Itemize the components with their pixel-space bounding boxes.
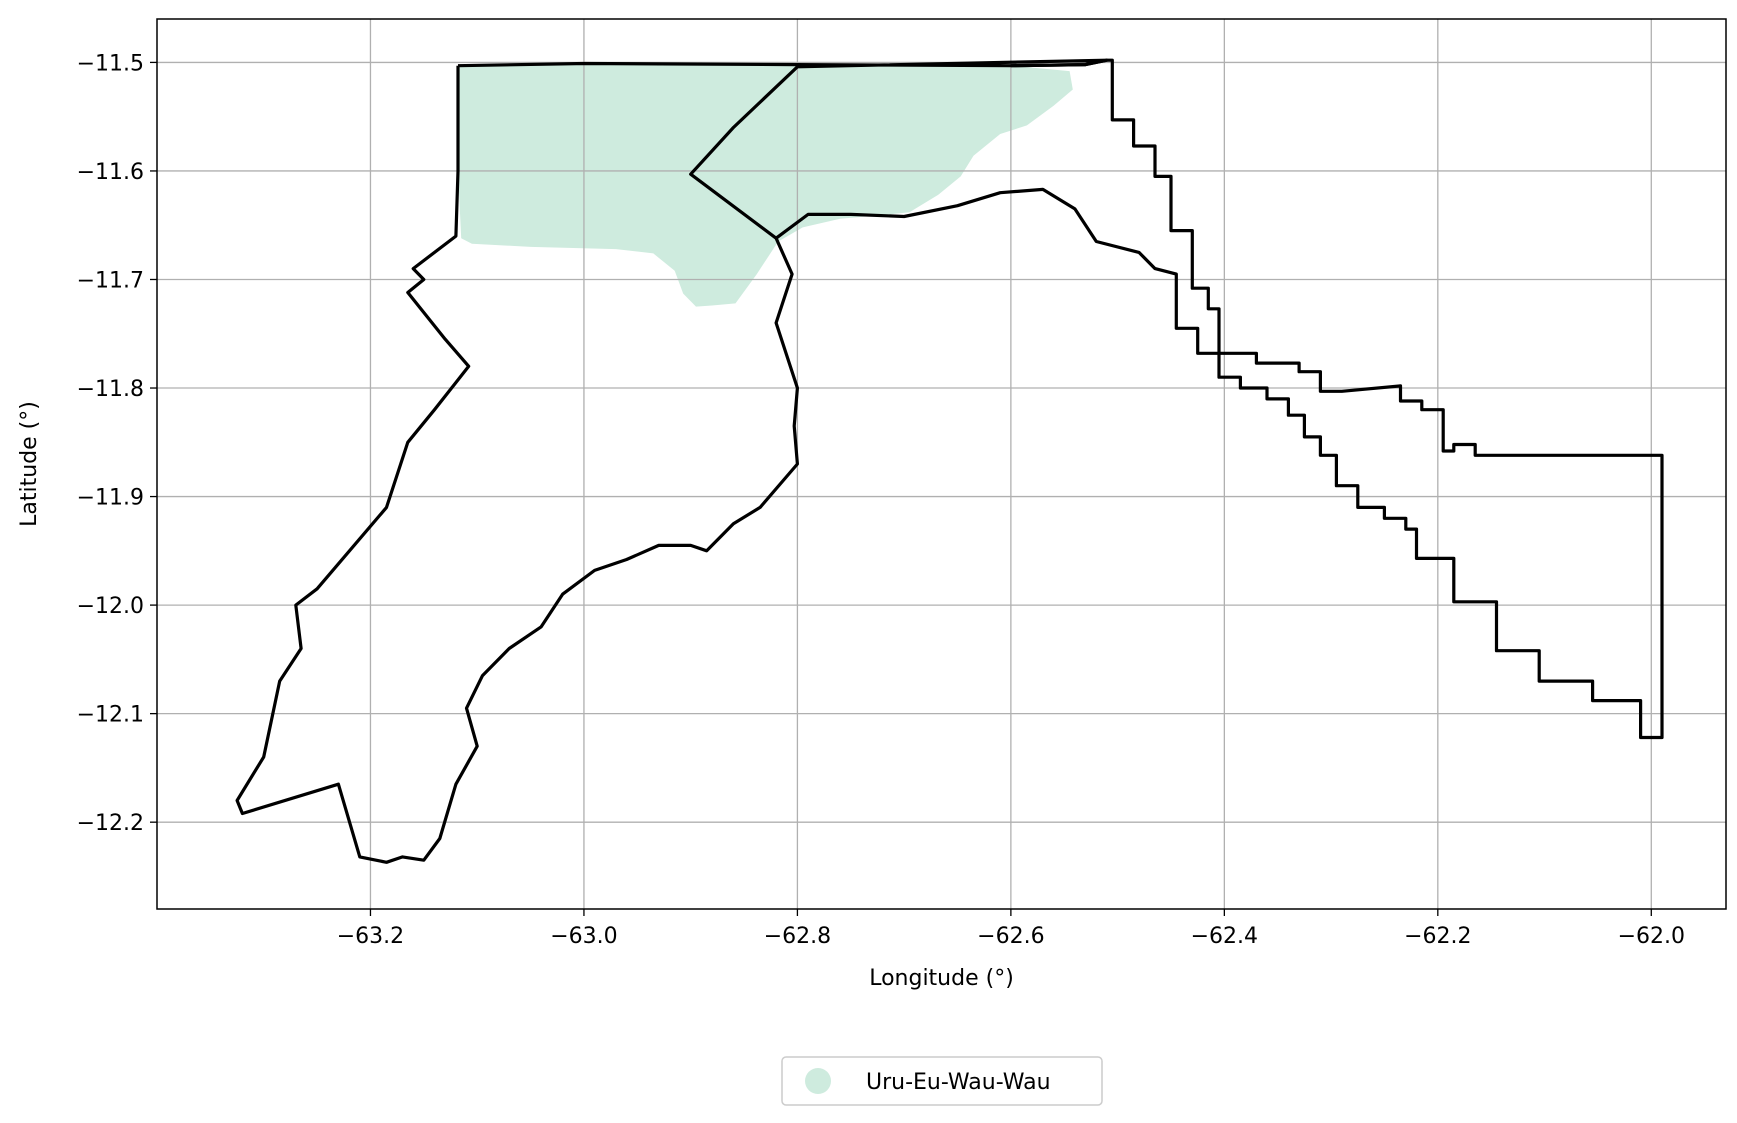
y-axis-label: Latitude (°) bbox=[17, 401, 42, 527]
x-axis-ticks: −63.2 −63.0 −62.8 −62.6 −62.4 −62.2 −62.0 bbox=[337, 909, 1685, 949]
x-tick-label-2: −62.8 bbox=[764, 924, 831, 949]
plot-frame bbox=[156, 18, 1727, 910]
territory-layer bbox=[458, 64, 1073, 307]
y-tick-label-3: −11.8 bbox=[77, 377, 144, 402]
legend: Uru-Eu-Wau-Wau bbox=[781, 1056, 1103, 1106]
territory-uru-eu-wau-wau bbox=[458, 64, 1073, 307]
x-tick-label-1: −63.0 bbox=[550, 924, 617, 949]
legend-box bbox=[781, 1056, 1103, 1106]
x-tick-label-6: −62.0 bbox=[1618, 924, 1685, 949]
boundary-central bbox=[775, 58, 1664, 740]
x-tick-label-5: −62.2 bbox=[1404, 924, 1471, 949]
y-axis-ticks: −11.5 −11.6 −11.7 −11.8 −11.9 −12.0 −12.1 −12.2 bbox=[77, 51, 157, 836]
y-tick-label-7: −12.2 bbox=[77, 811, 144, 836]
plot-area bbox=[157, 19, 1726, 909]
legend-label-uru-eu-wau-wau: Uru-Eu-Wau-Wau bbox=[866, 1070, 1051, 1095]
x-axis-label: Longitude (°) bbox=[869, 966, 1014, 991]
x-tick-label-0: −63.2 bbox=[337, 924, 404, 949]
x-tick-label-4: −62.4 bbox=[1191, 924, 1258, 949]
y-tick-label-4: −11.9 bbox=[77, 486, 144, 511]
y-tick-label-0: −11.5 bbox=[77, 51, 144, 76]
x-tick-label-3: −62.6 bbox=[977, 924, 1044, 949]
boundary-layer bbox=[235, 58, 1664, 864]
legend-marker-uru-eu-wau-wau bbox=[805, 1068, 831, 1094]
boundary-western bbox=[235, 58, 1109, 864]
y-tick-label-2: −11.7 bbox=[77, 268, 144, 293]
grid-layer bbox=[157, 19, 1726, 909]
y-tick-label-1: −11.6 bbox=[77, 160, 144, 185]
y-tick-label-5: −12.0 bbox=[77, 594, 144, 619]
y-tick-label-6: −12.1 bbox=[77, 703, 144, 728]
